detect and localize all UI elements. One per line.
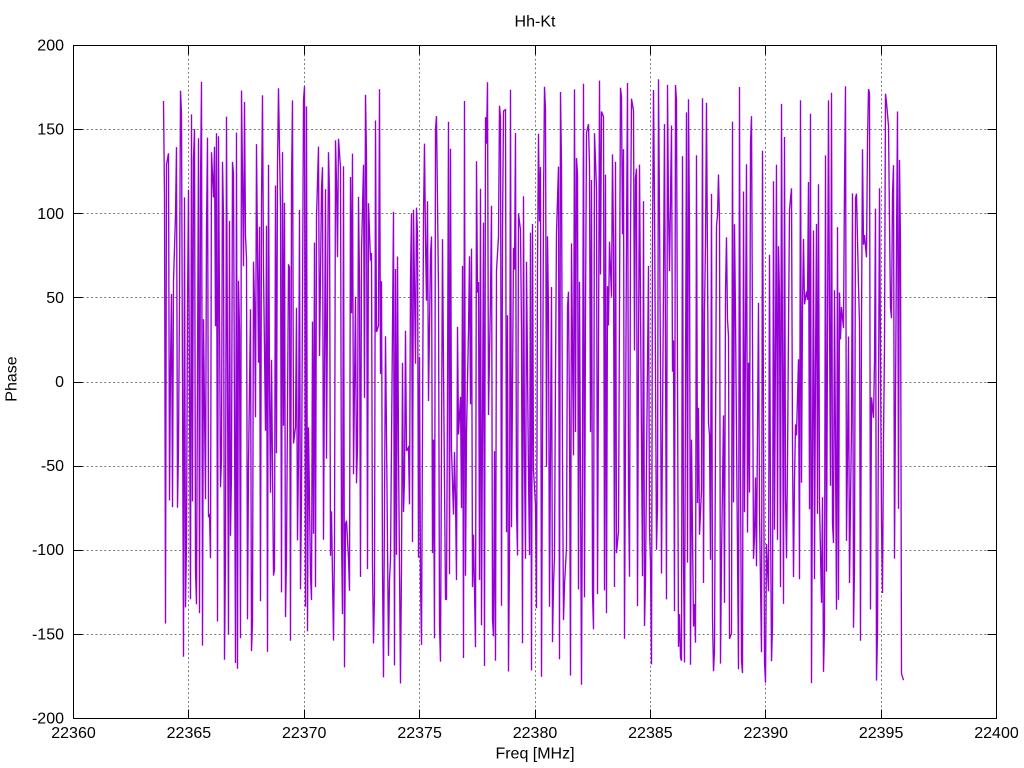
svg-text:22370: 22370: [282, 725, 327, 742]
svg-text:22400: 22400: [974, 725, 1019, 742]
svg-text:Hh-Kt: Hh-Kt: [515, 14, 556, 31]
svg-text:50: 50: [46, 290, 64, 307]
svg-text:200: 200: [37, 38, 64, 55]
svg-text:150: 150: [37, 122, 64, 139]
svg-text:22390: 22390: [744, 725, 789, 742]
svg-text:-200: -200: [32, 711, 64, 728]
svg-text:22395: 22395: [859, 725, 904, 742]
svg-text:Freq [MHz]: Freq [MHz]: [495, 746, 574, 763]
svg-text:22380: 22380: [513, 725, 558, 742]
svg-text:22360: 22360: [51, 725, 96, 742]
svg-text:100: 100: [37, 206, 64, 223]
svg-text:-100: -100: [32, 542, 64, 559]
svg-text:Phase: Phase: [4, 356, 21, 401]
svg-text:-50: -50: [41, 458, 64, 475]
svg-text:22365: 22365: [167, 725, 212, 742]
svg-text:-150: -150: [32, 626, 64, 643]
svg-text:22385: 22385: [628, 725, 673, 742]
svg-text:0: 0: [55, 374, 64, 391]
svg-text:22375: 22375: [397, 725, 442, 742]
